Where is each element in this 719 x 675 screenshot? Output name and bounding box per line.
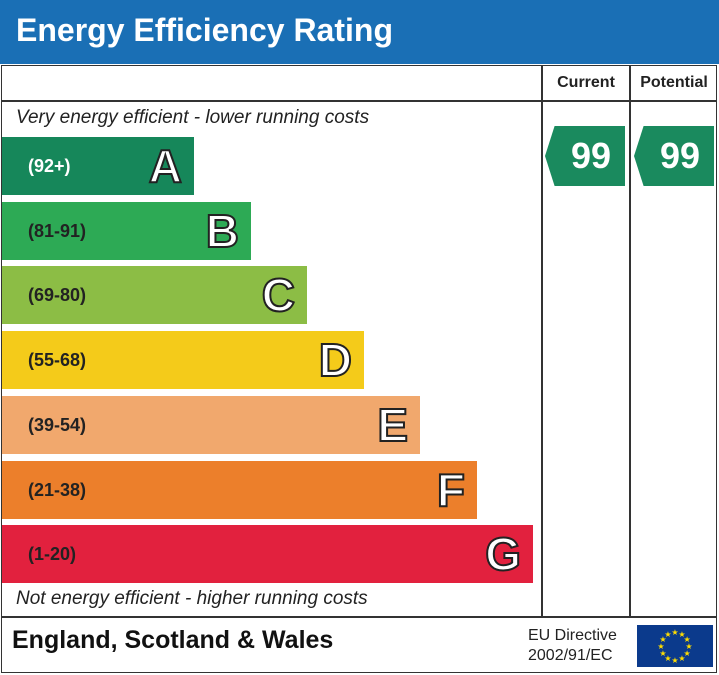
band-range-label: (55-68) [28,350,87,370]
header-divider [1,100,717,102]
band-range-label: (69-80) [28,285,87,305]
band-range-label: (39-54) [28,415,87,435]
band-letter: G [484,527,522,581]
svg-text:★: ★ [685,642,692,651]
directive-line-1: EU Directive [528,627,617,644]
current-rating-arrow: 99 [545,126,625,186]
band-f: (21-38) F [2,461,477,519]
band-d: (55-68) D [2,331,364,389]
svg-text:★: ★ [664,654,671,663]
band-g: (1-20) G [2,525,533,583]
band-range-label: (81-91) [28,221,87,241]
eu-directive: EU Directive 2002/91/EC [528,626,617,666]
band-b: (81-91) B [2,202,251,260]
region-label: England, Scotland & Wales [12,626,334,654]
svg-text:★: ★ [678,654,685,663]
footer-divider [1,616,717,618]
potential-column-header: Potential [640,74,708,91]
potential-rating-arrow: 99 [634,126,714,186]
band-c: (69-80) C [2,266,307,324]
potential-rating-value: 99 [659,135,701,176]
svg-text:★: ★ [659,635,666,644]
svg-text:★: ★ [659,649,666,658]
current-rating-value: 99 [570,135,612,176]
band-letter: A [148,139,183,193]
svg-text:★: ★ [671,628,678,637]
chart-frame [1,65,717,673]
svg-text:★: ★ [684,635,691,644]
band-a: (92+) A [2,137,194,195]
svg-text:★: ★ [678,630,685,639]
band-letter: F [436,463,466,517]
svg-text:★: ★ [657,642,664,651]
band-letter: B [205,204,240,258]
svg-text:★: ★ [664,630,671,639]
column-divider [541,65,543,618]
title-bar: Energy Efficiency Rating [0,0,719,64]
directive-line-2: 2002/91/EC [528,647,613,664]
eu-flag-icon: ★ ★ ★ ★ ★ ★ ★ ★ ★ ★ ★ ★ [637,625,713,667]
current-column-header: Current [557,74,615,91]
chart-title: Energy Efficiency Rating [16,12,393,48]
band-letter: C [261,268,296,322]
svg-text:★: ★ [671,656,678,665]
svg-text:★: ★ [684,649,691,658]
column-divider [629,65,631,618]
band-range-label: (92+) [28,156,71,176]
band-letter: E [376,398,409,452]
band-letter: D [318,333,353,387]
band-range-label: (21-38) [28,480,87,500]
efficient-note: Very energy efficient - lower running co… [16,107,370,128]
band-e: (39-54) E [2,396,420,454]
inefficient-note: Not energy efficient - higher running co… [16,588,368,609]
band-range-label: (1-20) [28,544,77,564]
